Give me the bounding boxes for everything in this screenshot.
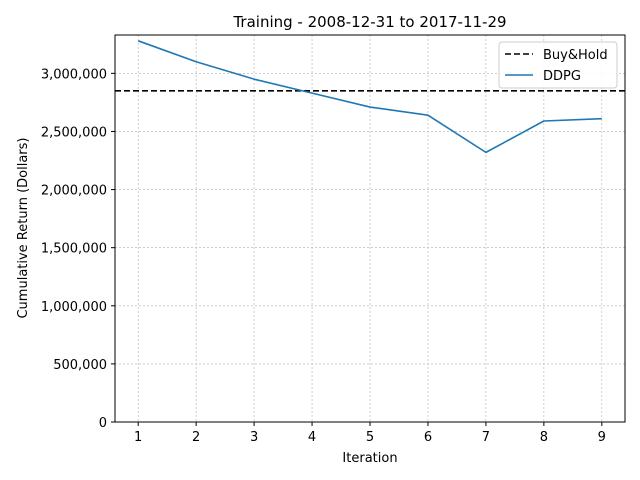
legend: Buy&Hold DDPG xyxy=(498,41,618,89)
x-tick-label: 6 xyxy=(424,430,432,445)
y-tick-label: 1,500,000 xyxy=(41,242,107,257)
x-axis-ticks: 1 2 3 4 5 6 7 8 9 xyxy=(134,422,606,445)
chart-title: Training - 2008-12-31 to 2017-11-29 xyxy=(232,13,506,31)
legend-label-ddpg: DDPG xyxy=(543,69,581,84)
x-tick-label: 7 xyxy=(482,430,490,445)
y-tick-label: 3,000,000 xyxy=(41,67,107,82)
x-tick-label: 3 xyxy=(250,430,258,445)
series-line-ddpg xyxy=(137,40,602,154)
series-layer xyxy=(115,40,625,154)
x-tick-label: 8 xyxy=(540,430,548,445)
x-tick-label: 9 xyxy=(598,430,606,445)
y-axis-ticks: 0 500,000 1,000,000 1,500,000 2,000,000 2,500… xyxy=(41,67,115,431)
legend-label-buyhold: Buy&Hold xyxy=(543,48,608,63)
y-axis-title: Cumulative Return (Dollars) xyxy=(16,137,31,318)
y-tick-label: 2,000,000 xyxy=(41,184,107,199)
y-tick-label: 1,000,000 xyxy=(41,300,107,315)
y-tick-label: 2,500,000 xyxy=(41,125,107,140)
y-tick-label: 500,000 xyxy=(53,358,107,373)
grid xyxy=(115,35,625,423)
x-tick-label: 5 xyxy=(366,430,374,445)
x-tick-label: 2 xyxy=(192,430,200,445)
x-tick-label: 1 xyxy=(134,430,142,445)
x-tick-label: 4 xyxy=(308,430,316,445)
y-tick-label: 0 xyxy=(99,416,107,431)
x-axis-title: Iteration xyxy=(342,451,397,466)
